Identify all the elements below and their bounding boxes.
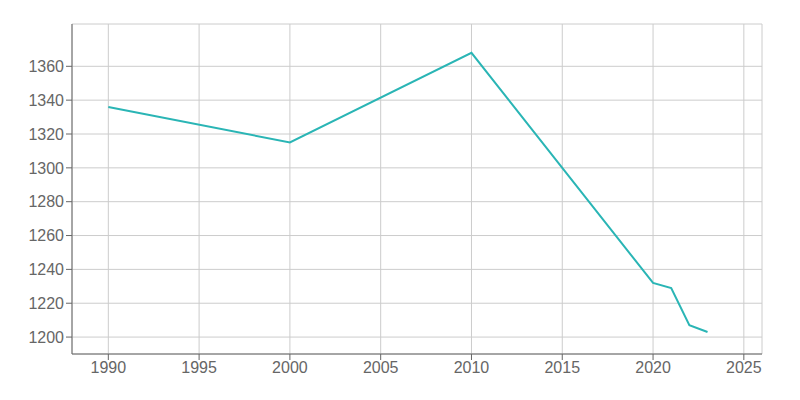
- svg-text:1240: 1240: [28, 261, 64, 278]
- svg-text:2000: 2000: [272, 359, 308, 376]
- svg-text:2005: 2005: [363, 359, 399, 376]
- svg-text:1200: 1200: [28, 329, 64, 346]
- svg-text:2010: 2010: [454, 359, 490, 376]
- svg-text:1300: 1300: [28, 160, 64, 177]
- svg-text:1360: 1360: [28, 58, 64, 75]
- svg-text:1340: 1340: [28, 92, 64, 109]
- svg-text:2015: 2015: [544, 359, 580, 376]
- svg-text:1990: 1990: [91, 359, 127, 376]
- svg-text:2025: 2025: [726, 359, 762, 376]
- svg-text:1320: 1320: [28, 126, 64, 143]
- svg-text:2020: 2020: [635, 359, 671, 376]
- svg-text:1220: 1220: [28, 295, 64, 312]
- svg-text:1280: 1280: [28, 193, 64, 210]
- svg-text:1260: 1260: [28, 227, 64, 244]
- svg-text:1995: 1995: [181, 359, 217, 376]
